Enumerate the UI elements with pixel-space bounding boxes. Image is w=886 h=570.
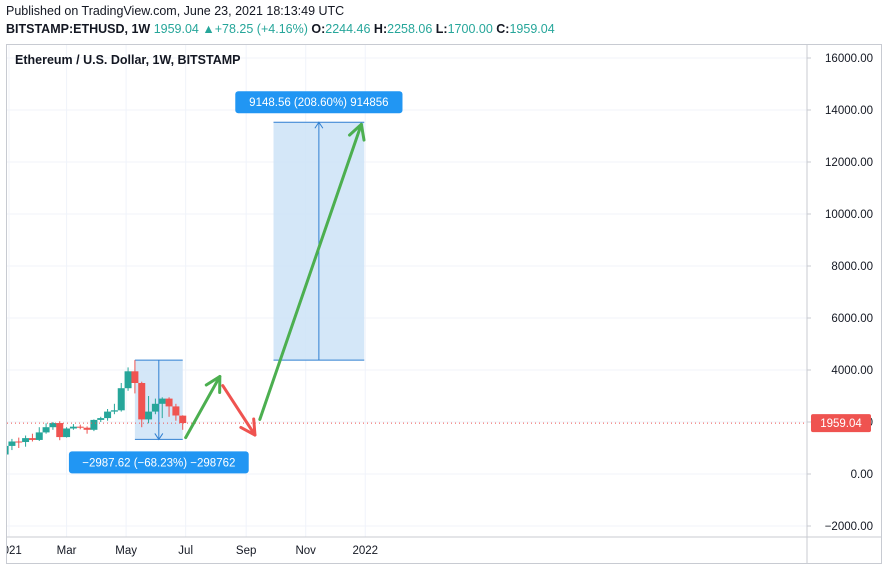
trend-arrows — [184, 122, 366, 440]
measure-arrowhead — [314, 121, 324, 129]
price-tick-label: 14000.00 — [825, 105, 873, 117]
price-tick-label: 16000.00 — [825, 53, 873, 65]
axes: 16000.00 14000.00 12000.00 10000.00 8000.00 6… — [7, 45, 881, 563]
time-tick-label: Sep — [236, 545, 256, 557]
candle-body — [179, 415, 187, 424]
change-up-icon: ▲ — [202, 22, 215, 36]
price-tick-label: 12000.00 — [825, 157, 873, 169]
price-tick-label: 10000.00 — [825, 209, 873, 221]
candle-body — [8, 441, 16, 446]
measure-boxes — [134, 121, 365, 441]
candle-body — [151, 403, 159, 412]
low-label: L: — [435, 22, 448, 36]
candle-body — [172, 406, 180, 416]
candle-body — [35, 432, 43, 440]
high-label: H: — [373, 22, 388, 36]
time-tick-label: Jul — [178, 545, 193, 557]
trend-arrow-line — [221, 384, 257, 437]
price-tick-label: 4000.00 — [831, 365, 873, 377]
high-value: 2258.06 — [387, 22, 433, 36]
candle-body — [76, 426, 84, 428]
candle-body — [15, 441, 23, 443]
trend-arrow-line — [258, 122, 363, 421]
candle-body — [49, 423, 57, 428]
candle-body — [7, 445, 9, 455]
price-change: +78.25 (+4.16%) — [214, 22, 308, 36]
chart-title: Ethereum / U.S. Dollar, 1W, BITSTAMP — [15, 53, 241, 67]
time-tick-label: 2022 — [352, 545, 378, 557]
candle-body — [158, 398, 166, 404]
time-tick-label: Nov — [295, 545, 316, 557]
candle-body — [63, 428, 71, 438]
symbol-ohlc-line: BITSTAMP:ETHUSD, 1W 1959.04 ▲+78.25 (+4.… — [6, 22, 555, 36]
candle-body — [56, 423, 64, 438]
candle-body — [90, 419, 98, 430]
price-tick-label: 8000.00 — [831, 261, 873, 273]
close-label: C: — [496, 22, 510, 36]
open-value: 2244.46 — [325, 22, 371, 36]
measure-label-bg — [68, 451, 249, 474]
candles — [7, 360, 807, 455]
measure-label-bg — [235, 91, 403, 114]
chart-frame[interactable]: 16000.00 14000.00 12000.00 10000.00 8000.00 6… — [6, 44, 882, 564]
time-tick-label: May — [115, 545, 137, 557]
candle-body — [131, 371, 139, 383]
candle-body — [145, 411, 153, 420]
close-value: 1959.04 — [509, 22, 555, 36]
last-price: 1959.04 — [153, 22, 199, 36]
candle-body — [69, 426, 77, 429]
price-tick-label: −2000.00 — [825, 521, 873, 533]
candle-body — [165, 398, 173, 407]
candle-body — [110, 410, 118, 412]
price-chart[interactable]: 16000.00 14000.00 12000.00 10000.00 8000.00 6… — [7, 45, 881, 563]
last-price-tag — [811, 414, 871, 433]
symbol-label: BITSTAMP:ETHUSD, 1W — [6, 22, 151, 36]
measure-labels: −2987.62 (−68.23%) −298762 9148.56 (208.6… — [68, 91, 403, 474]
candle-body — [83, 427, 91, 430]
published-caption: Published on TradingView.com, June 23, 2… — [6, 4, 345, 18]
candle-body — [42, 427, 50, 433]
time-tick-label: 2021 — [7, 545, 22, 557]
candle-body — [97, 418, 105, 420]
last-price-tag-label: 1959.04 — [820, 418, 862, 430]
candle-body — [22, 438, 30, 443]
candle-body — [28, 438, 36, 440]
measure-arrowhead — [154, 433, 164, 441]
price-tick-label: 6000.00 — [831, 313, 873, 325]
candle-body — [124, 371, 132, 389]
low-value: 1700.00 — [447, 22, 493, 36]
measure-label: −2987.62 (−68.23%) −298762 — [82, 457, 235, 469]
candle-body — [138, 383, 146, 420]
price-tick-label: 0.00 — [851, 469, 873, 481]
time-tick-label: Mar — [57, 545, 77, 557]
candle-body — [117, 388, 125, 411]
candle-body — [104, 411, 112, 419]
trend-arrow-line — [184, 375, 222, 440]
measure-label: 9148.56 (208.60%) 914856 — [249, 97, 388, 109]
trend-arrow-head — [348, 122, 366, 142]
open-label: O: — [311, 22, 326, 36]
trend-arrow-head — [239, 417, 257, 437]
trend-arrow-head — [204, 375, 222, 394]
